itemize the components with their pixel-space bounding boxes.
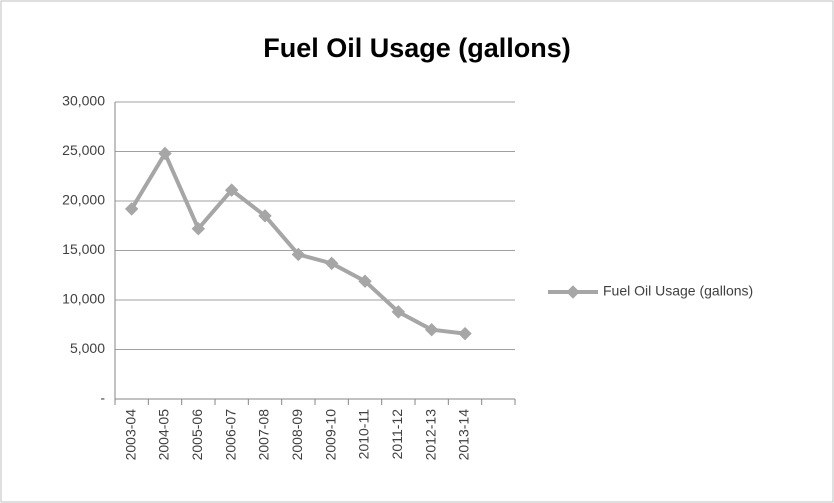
x-tick-label: 2007-08 [256, 409, 272, 461]
x-tick-label: 2008-09 [289, 409, 305, 461]
x-tick-label: 2013-14 [456, 409, 472, 461]
legend-label: Fuel Oil Usage (gallons) [603, 283, 753, 299]
data-point [458, 326, 472, 341]
data-point [424, 322, 439, 337]
x-tick-label: 2003-04 [122, 409, 138, 461]
y-tick-label: 25,000 [62, 142, 105, 158]
x-tick-label: 2012-13 [422, 409, 438, 461]
y-tick-label: 5,000 [70, 340, 105, 356]
x-tick-label: 2006-07 [222, 409, 238, 461]
data-point [258, 209, 272, 223]
data-point [324, 256, 339, 271]
y-tick-label: 20,000 [62, 192, 105, 208]
y-tick-label: - [100, 390, 105, 406]
y-tick-label: 10,000 [62, 291, 105, 307]
legend-marker [566, 285, 580, 299]
data-point [391, 305, 406, 319]
data-point [358, 274, 372, 288]
y-tick-label: 30,000 [62, 93, 105, 109]
data-point [291, 247, 306, 262]
data-point [191, 222, 206, 236]
y-tick-label: 15,000 [62, 241, 105, 257]
x-tick-label: 2004-05 [156, 409, 172, 461]
x-tick-label: 2011-12 [389, 409, 405, 460]
data-point [124, 202, 139, 216]
x-tick-label: 2009-10 [322, 409, 338, 461]
data-point [158, 146, 172, 161]
data-point [224, 183, 239, 197]
x-tick-label: 2010-11 [356, 409, 372, 460]
chart-title: Fuel Oil Usage (gallons) [263, 33, 571, 63]
x-tick-label: 2005-06 [189, 409, 205, 461]
